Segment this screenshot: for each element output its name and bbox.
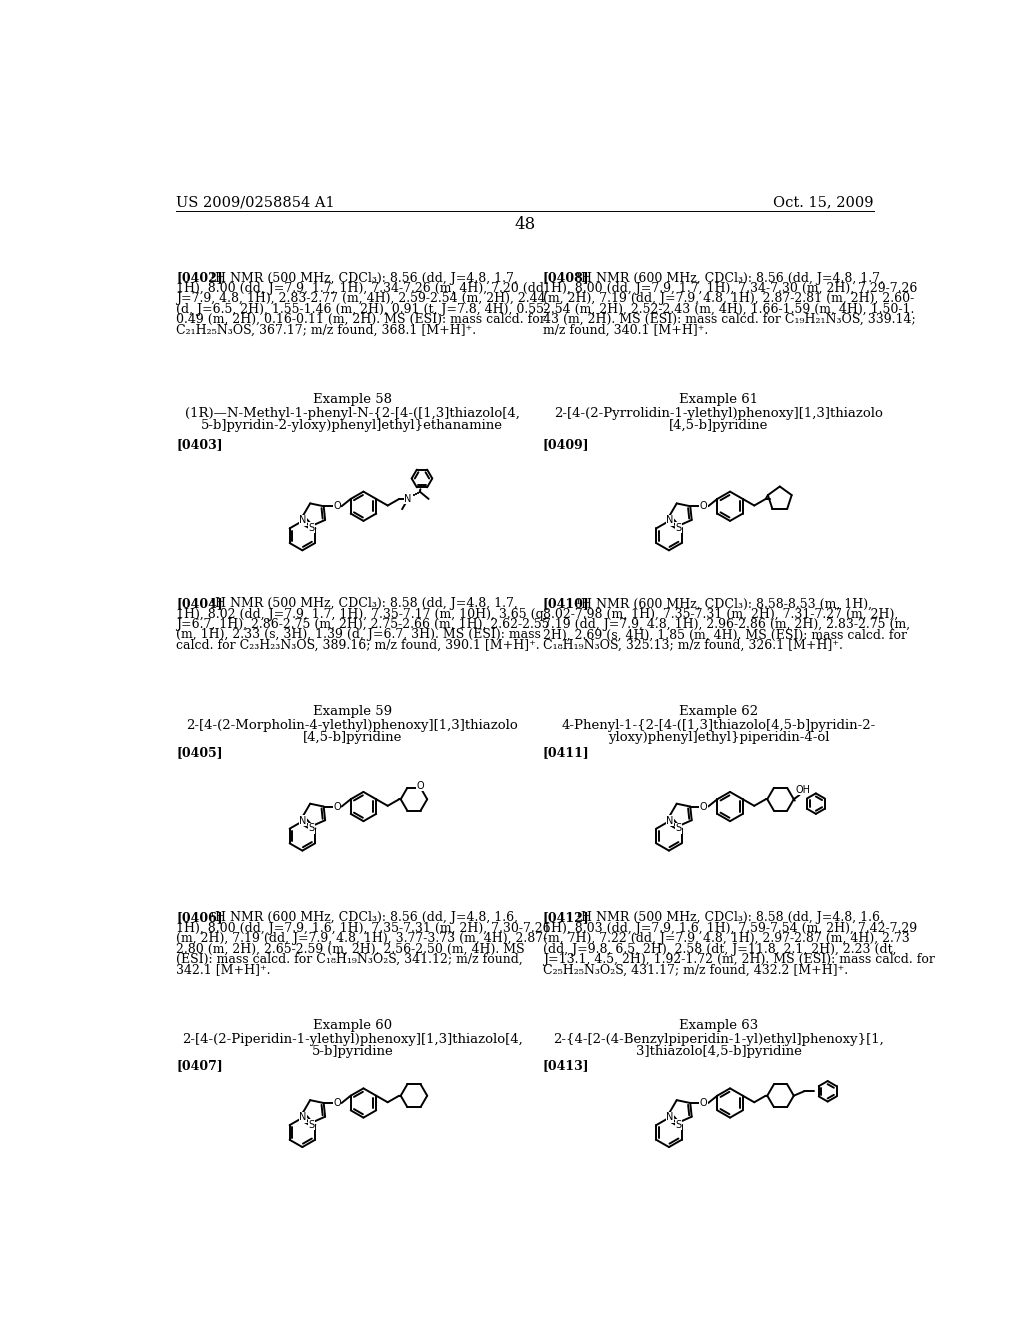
Text: Oct. 15, 2009: Oct. 15, 2009 [773, 195, 873, 210]
Text: 2.54 (m, 2H), 2.52-2.43 (m, 4H), 1.66-1.59 (m, 4H), 1.50-1.: 2.54 (m, 2H), 2.52-2.43 (m, 4H), 1.66-1.… [543, 302, 914, 315]
Text: S: S [308, 523, 314, 533]
Text: US 2009/0258854 A1: US 2009/0258854 A1 [176, 195, 335, 210]
Text: Example 59: Example 59 [312, 705, 392, 718]
Text: [4,5-b]pyridine: [4,5-b]pyridine [303, 731, 402, 744]
Text: Example 60: Example 60 [312, 1019, 392, 1032]
Text: O: O [699, 801, 708, 812]
Text: 2-[4-(2-Pyrrolidin-1-ylethyl)phenoxy][1,3]thiazolo: 2-[4-(2-Pyrrolidin-1-ylethyl)phenoxy][1,… [555, 407, 884, 420]
Text: O: O [699, 1098, 708, 1107]
Text: O: O [333, 801, 341, 812]
Text: (m, 2H), 7.19 (dd, J=7.9, 4.8, 1H), 2.87-2.81 (m, 2H), 2.60-: (m, 2H), 7.19 (dd, J=7.9, 4.8, 1H), 2.87… [543, 293, 913, 305]
Text: (ESI): mass calcd. for C₁₈H₁₉N₃O₂S, 341.12; m/z found,: (ESI): mass calcd. for C₁₈H₁₉N₃O₂S, 341.… [176, 953, 523, 966]
Text: [0411]: [0411] [543, 746, 590, 759]
Text: [0408]: [0408] [543, 272, 589, 285]
Text: S: S [308, 1119, 314, 1130]
Text: O: O [333, 1098, 341, 1107]
Text: Example 58: Example 58 [313, 393, 392, 407]
Text: C₂₁H₂₅N₃OS, 367.17; m/z found, 368.1 [M+H]⁺.: C₂₁H₂₅N₃OS, 367.17; m/z found, 368.1 [M+… [176, 323, 476, 337]
Text: 43 (m, 2H). MS (ESI): mass calcd. for C₁₉H₂₁N₃OS, 339.14;: 43 (m, 2H). MS (ESI): mass calcd. for C₁… [543, 313, 915, 326]
Text: [0410]: [0410] [543, 598, 590, 610]
Text: N: N [666, 515, 674, 525]
Text: J=6.7, 1H), 2.86-2.75 (m, 2H), 2.75-2.66 (m, 1H), 2.62-2.55: J=6.7, 1H), 2.86-2.75 (m, 2H), 2.75-2.66… [176, 618, 550, 631]
Text: Example 63: Example 63 [679, 1019, 759, 1032]
Text: C₂₅H₂₅N₃O₂S, 431.17; m/z found, 432.2 [M+H]⁺.: C₂₅H₂₅N₃O₂S, 431.17; m/z found, 432.2 [M… [543, 964, 848, 977]
Text: calcd. for C₂₃H₂₃N₃OS, 389.16; m/z found, 390.1 [M+H]⁺.: calcd. for C₂₃H₂₃N₃OS, 389.16; m/z found… [176, 639, 540, 652]
Text: C₁₈H₁₉N₃OS, 325.13; m/z found, 326.1 [M+H]⁺.: C₁₈H₁₉N₃OS, 325.13; m/z found, 326.1 [M+… [543, 639, 843, 652]
Text: [0407]: [0407] [176, 1059, 223, 1072]
Text: N: N [404, 494, 412, 504]
Text: (m, 2H), 7.19 (dd, J=7.9, 4.8, 1H), 3.77-3.73 (m, 4H), 2.87-: (m, 2H), 7.19 (dd, J=7.9, 4.8, 1H), 3.77… [176, 932, 547, 945]
Text: S: S [675, 824, 681, 833]
Text: (1R)—N-Methyl-1-phenyl-N-{2-[4-([1,3]thiazolo[4,: (1R)—N-Methyl-1-phenyl-N-{2-[4-([1,3]thi… [185, 407, 520, 420]
Text: OH: OH [796, 784, 811, 795]
Text: 1H), 8.00 (dd, J=7.9, 1.6, 1H), 7.35-7.31 (m, 2H), 7.30-7.26: 1H), 8.00 (dd, J=7.9, 1.6, 1H), 7.35-7.3… [176, 921, 551, 935]
Text: Example 62: Example 62 [679, 705, 759, 718]
Text: ¹H NMR (600 MHz, CDCl₃): 8.56 (dd, J=4.8, 1.6,: ¹H NMR (600 MHz, CDCl₃): 8.56 (dd, J=4.8… [202, 911, 517, 924]
Text: ¹H NMR (600 MHz, CDCl₃): 8.56 (dd, J=4.8, 1.7,: ¹H NMR (600 MHz, CDCl₃): 8.56 (dd, J=4.8… [568, 272, 884, 285]
Text: 2.80 (m, 2H), 2.65-2.59 (m, 2H), 2.56-2.50 (m, 4H). MS: 2.80 (m, 2H), 2.65-2.59 (m, 2H), 2.56-2.… [176, 942, 524, 956]
Text: 4-Phenyl-1-{2-[4-([1,3]thiazolo[4,5-b]pyridin-2-: 4-Phenyl-1-{2-[4-([1,3]thiazolo[4,5-b]py… [562, 719, 877, 733]
Text: N: N [299, 1111, 307, 1122]
Text: [0403]: [0403] [176, 438, 222, 451]
Text: [0405]: [0405] [176, 746, 222, 759]
Text: 1H), 8.00 (dd, J=7.9, 1.7, 1H), 7.34-7.30 (m, 2H), 7.29-7.26: 1H), 8.00 (dd, J=7.9, 1.7, 1H), 7.34-7.3… [543, 282, 918, 294]
Text: [0402]: [0402] [176, 272, 223, 285]
Text: 342.1 [M+H]⁺.: 342.1 [M+H]⁺. [176, 964, 270, 977]
Text: 2-[4-(2-Morpholin-4-ylethyl)phenoxy][1,3]thiazolo: 2-[4-(2-Morpholin-4-ylethyl)phenoxy][1,3… [186, 719, 518, 733]
Text: 1H), 8.03 (dd, J=7.9, 1.6, 1H), 7.59-7.54 (m, 2H), 7.42-7.29: 1H), 8.03 (dd, J=7.9, 1.6, 1H), 7.59-7.5… [543, 921, 916, 935]
Text: J=7.9, 4.8, 1H), 2.83-2.77 (m, 4H), 2.59-2.54 (m, 2H), 2.44: J=7.9, 4.8, 1H), 2.83-2.77 (m, 4H), 2.59… [176, 293, 546, 305]
Text: S: S [675, 523, 681, 533]
Text: N: N [666, 1111, 674, 1122]
Text: [0404]: [0404] [176, 598, 223, 610]
Text: 48: 48 [514, 216, 536, 234]
Text: S: S [675, 1119, 681, 1130]
Text: 5-b]pyridine: 5-b]pyridine [311, 1045, 393, 1059]
Text: 2H), 2.69 (s, 4H), 1.85 (m, 4H). MS (ESI): mass calcd. for: 2H), 2.69 (s, 4H), 1.85 (m, 4H). MS (ESI… [543, 628, 906, 642]
Text: ¹H NMR (500 MHz, CDCl₃): 8.56 (dd, J=4.8, 1.7,: ¹H NMR (500 MHz, CDCl₃): 8.56 (dd, J=4.8… [202, 272, 517, 285]
Text: m/z found, 340.1 [M+H]⁺.: m/z found, 340.1 [M+H]⁺. [543, 323, 708, 337]
Text: ¹H NMR (500 MHz, CDCl₃): 8.58 (dd, J=4.8, 1.7,: ¹H NMR (500 MHz, CDCl₃): 8.58 (dd, J=4.8… [202, 598, 517, 610]
Text: 7.19 (dd, J=7.9, 4.8, 1H), 2.96-2.86 (m, 2H), 2.83-2.75 (m,: 7.19 (dd, J=7.9, 4.8, 1H), 2.96-2.86 (m,… [543, 618, 909, 631]
Text: 0.49 (m, 2H), 0.16-0.11 (m, 2H). MS (ESI): mass calcd. for: 0.49 (m, 2H), 0.16-0.11 (m, 2H). MS (ESI… [176, 313, 546, 326]
Text: [0409]: [0409] [543, 438, 589, 451]
Text: N: N [299, 515, 307, 525]
Text: 8.02-7.98 (m, 1H), 7.35-7.31 (m, 2H), 7.31-7.27 (m, 2H),: 8.02-7.98 (m, 1H), 7.35-7.31 (m, 2H), 7.… [543, 607, 898, 620]
Text: 3]thiazolo[4,5-b]pyridine: 3]thiazolo[4,5-b]pyridine [636, 1045, 802, 1059]
Text: J=13.1, 4.5, 2H), 1.92-1.72 (m, 2H). MS (ESI): mass calcd. for: J=13.1, 4.5, 2H), 1.92-1.72 (m, 2H). MS … [543, 953, 935, 966]
Text: [0413]: [0413] [543, 1059, 589, 1072]
Text: O: O [417, 780, 424, 791]
Text: [0406]: [0406] [176, 911, 222, 924]
Text: [4,5-b]pyridine: [4,5-b]pyridine [670, 420, 769, 433]
Text: N: N [299, 816, 307, 825]
Text: ¹H NMR (600 MHz, CDCl₃): 8.58-8.53 (m, 1H),: ¹H NMR (600 MHz, CDCl₃): 8.58-8.53 (m, 1… [568, 598, 872, 610]
Text: (dd, J=9.8, 6.5, 2H), 2.58 (dt, J=11.8, 2.1, 2H), 2.23 (dt,: (dd, J=9.8, 6.5, 2H), 2.58 (dt, J=11.8, … [543, 942, 896, 956]
Text: 1H), 8.02 (dd, J=7.9, 1.7, 1H), 7.35-7.17 (m, 10H), 3.65 (q,: 1H), 8.02 (dd, J=7.9, 1.7, 1H), 7.35-7.1… [176, 607, 548, 620]
Text: 2-[4-(2-Piperidin-1-ylethyl)phenoxy][1,3]thiazolo[4,: 2-[4-(2-Piperidin-1-ylethyl)phenoxy][1,3… [182, 1034, 522, 1047]
Text: 2-{4-[2-(4-Benzylpiperidin-1-yl)ethyl]phenoxy}[1,: 2-{4-[2-(4-Benzylpiperidin-1-yl)ethyl]ph… [554, 1034, 885, 1047]
Text: (m, 7H), 7.22 (dd, J=7.9, 4.8, 1H), 2.97-2.87 (m, 4H), 2.73: (m, 7H), 7.22 (dd, J=7.9, 4.8, 1H), 2.97… [543, 932, 909, 945]
Text: O: O [333, 502, 341, 511]
Text: (m, 1H), 2.33 (s, 3H), 1.39 (d, J=6.7, 3H). MS (ESI): mass: (m, 1H), 2.33 (s, 3H), 1.39 (d, J=6.7, 3… [176, 628, 541, 642]
Text: 5-b]pyridin-2-yloxy)phenyl]ethyl}ethanamine: 5-b]pyridin-2-yloxy)phenyl]ethyl}ethanam… [202, 420, 504, 433]
Text: (d, J=6.5, 2H), 1.55-1.46 (m, 2H), 0.91 (t, J=7.8, 4H), 0.55-: (d, J=6.5, 2H), 1.55-1.46 (m, 2H), 0.91 … [176, 302, 548, 315]
Text: ¹H NMR (500 MHz, CDCl₃): 8.58 (dd, J=4.8, 1.6,: ¹H NMR (500 MHz, CDCl₃): 8.58 (dd, J=4.8… [568, 911, 884, 924]
Text: S: S [308, 824, 314, 833]
Text: [0412]: [0412] [543, 911, 590, 924]
Text: yloxy)phenyl]ethyl}piperidin-4-ol: yloxy)phenyl]ethyl}piperidin-4-ol [608, 731, 829, 744]
Text: 1H), 8.00 (dd, J=7.9, 1.7, 1H), 7.34-7.26 (m, 4H), 7.20 (dd,: 1H), 8.00 (dd, J=7.9, 1.7, 1H), 7.34-7.2… [176, 282, 548, 294]
Text: N: N [666, 816, 674, 825]
Text: O: O [699, 502, 708, 511]
Text: Example 61: Example 61 [679, 393, 759, 407]
